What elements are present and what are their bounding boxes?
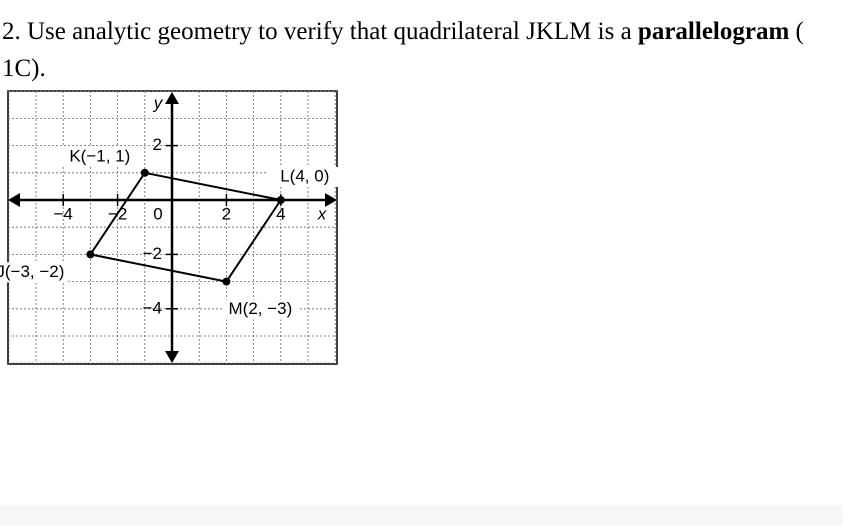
- vertex-label: M(2, −3): [229, 299, 293, 318]
- vertex: [140, 168, 149, 177]
- vertex-label: L(4, 0): [280, 166, 329, 185]
- y-tick-label: −4: [143, 298, 162, 317]
- question-bold: parallelogram: [637, 18, 790, 45]
- label-bg: [222, 299, 299, 320]
- label-bg: [61, 146, 138, 167]
- arrow: [8, 193, 20, 207]
- y-tick-label: −2: [143, 244, 162, 263]
- question-text: 2. Use analytic geometry to verify that …: [2, 18, 638, 45]
- vertex-label: J(−3, −2): [0, 262, 64, 281]
- arrow: [165, 351, 179, 363]
- arrow: [165, 92, 179, 104]
- label-bg: [266, 167, 343, 187]
- y-tick-label: 2: [153, 135, 162, 154]
- x-tick-label: −4: [54, 204, 73, 223]
- vertex: [222, 277, 231, 286]
- vertex-label: K(−1, 1): [69, 146, 130, 165]
- x-tick-label: 4: [276, 204, 285, 223]
- y-axis-label: y: [153, 93, 164, 112]
- label-bg: [0, 262, 69, 283]
- x-tick-label: 2: [222, 204, 231, 223]
- vertex: [276, 196, 285, 204]
- footer-band: [0, 505, 843, 525]
- arrow: [325, 193, 337, 207]
- x-tick-label: 0: [153, 204, 162, 223]
- question-text: (: [789, 18, 804, 45]
- vertex: [86, 250, 95, 259]
- x-axis-label: x: [317, 204, 327, 223]
- question-line: 1C).: [2, 55, 46, 82]
- question-line: 2. Use analytic geometry to verify that …: [2, 18, 804, 46]
